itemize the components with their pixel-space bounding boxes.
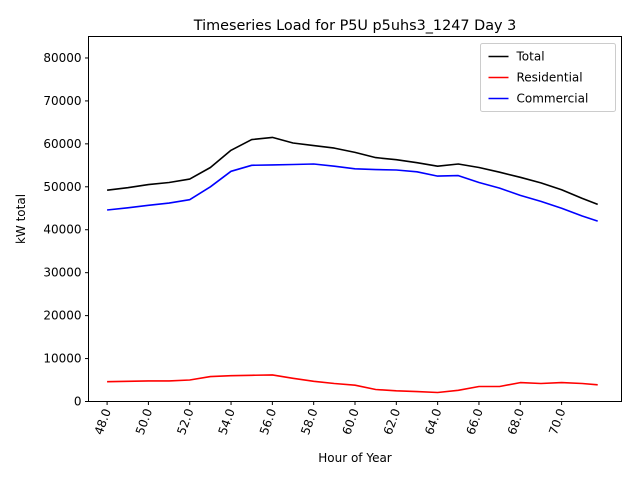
y-tick-label: 10000 [43,352,81,366]
y-tick-label: 70000 [43,94,81,108]
plot-area [107,136,598,394]
y-tick-label: 60000 [43,137,81,151]
legend: Total Residential Commercial [480,43,616,112]
series-line-residential [107,374,598,394]
y-tick-label: 40000 [43,223,81,237]
legend-label-total: Total [516,50,545,64]
legend-box [480,43,616,112]
y-tick-label: 20000 [43,309,81,323]
x-axis-label: Hour of Year [318,451,392,465]
legend-label-residential: Residential [517,71,583,85]
y-tick-label: 30000 [43,266,81,280]
y-tick-label: 80000 [43,51,81,65]
legend-label-commercial: Commercial [517,92,589,106]
series-line-total [107,136,598,206]
y-tick-label: 0 [74,395,82,409]
y-axis-label: kW total [14,194,28,244]
chart-title: Timeseries Load for P5U p5uhs3_1247 Day … [193,18,517,34]
y-tick-label: 50000 [43,180,81,194]
series-line-commercial [107,163,598,222]
